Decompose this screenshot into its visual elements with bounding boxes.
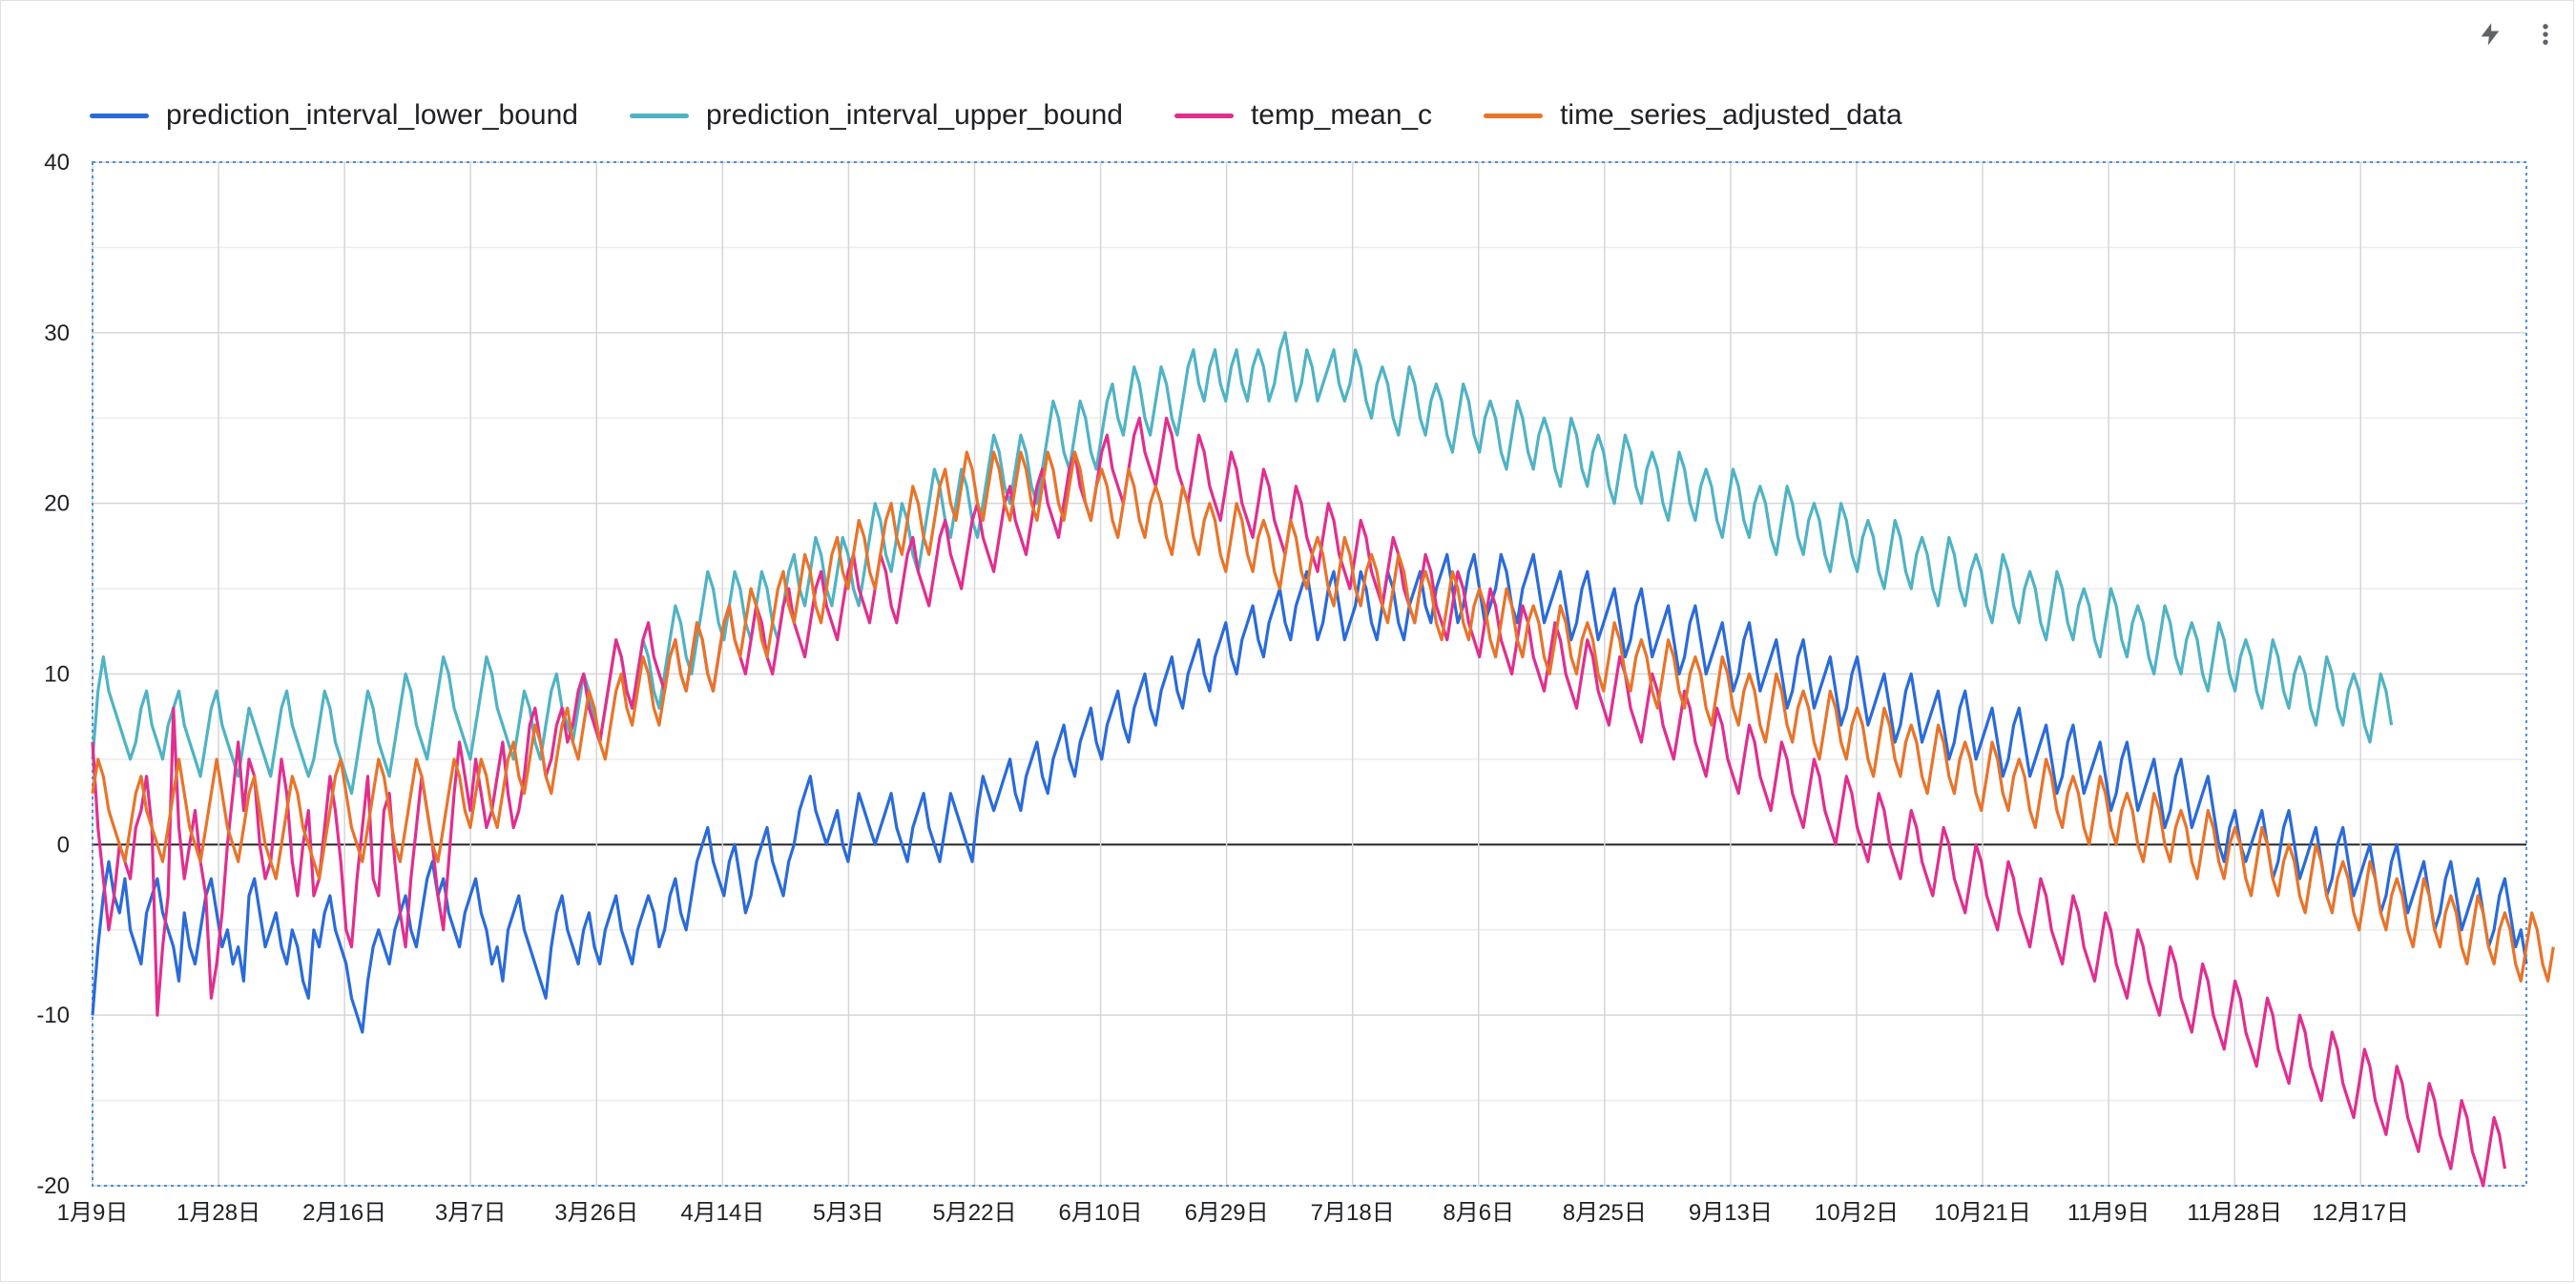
chart-legend: prediction_interval_lower_bound predictio… [90,99,1902,132]
legend-label: prediction_interval_lower_bound [166,99,578,131]
x-tick-label: 2月16日 [302,1200,386,1226]
legend-label: temp_mean_c [1250,99,1433,131]
y-tick-label: 10 [44,662,70,688]
x-tick-label: 1月28日 [177,1200,260,1226]
x-tick-label: 3月26日 [554,1200,638,1226]
series-line-temp-mean-c [91,416,2506,1188]
legend-swatch [90,113,149,118]
y-tick-label: -20 [36,1173,70,1199]
legend-item[interactable]: prediction_interval_upper_bound [629,99,1123,132]
series-line-time-series-adjusted-data [91,450,2555,984]
x-tick-label: 3月7日 [435,1200,507,1226]
y-tick-label: 30 [44,321,70,346]
x-tick-label: 10月2日 [1815,1200,1899,1226]
x-tick-label: 1月9日 [57,1200,129,1226]
x-tick-label: 6月29日 [1185,1200,1269,1226]
series-line-prediction-interval-lower-bound [91,552,2528,1034]
x-tick-label: 7月18日 [1311,1200,1395,1226]
legend-label: time_series_adjusted_data [1560,99,1902,131]
legend-swatch [1174,113,1234,118]
x-tick-label: 5月22日 [932,1200,1016,1226]
y-tick-label: 0 [57,832,70,858]
x-tick-label: 11月9日 [2067,1200,2150,1226]
chart-toolbar [2469,13,2566,55]
y-tick-label: -10 [36,1003,70,1028]
x-tick-label: 8月25日 [1563,1200,1647,1226]
y-tick-label: 40 [44,150,70,176]
x-tick-label: 6月10日 [1059,1200,1143,1226]
series-line-prediction-interval-upper-bound [91,331,2394,796]
lightning-bolt-icon[interactable] [2469,13,2511,55]
x-tick-label: 4月14日 [680,1200,764,1226]
x-tick-label: 5月3日 [813,1200,884,1226]
x-tick-label: 11月28日 [2187,1200,2282,1226]
more-vert-icon[interactable] [2524,13,2566,55]
plot-area-border [92,161,2527,1187]
x-tick-label: 10月21日 [1934,1200,2030,1226]
legend-label: prediction_interval_upper_bound [705,99,1123,131]
legend-item[interactable]: prediction_interval_lower_bound [90,99,578,132]
x-tick-label: 8月6日 [1443,1200,1514,1226]
y-tick-label: 20 [44,491,70,517]
x-tick-label: 9月13日 [1689,1200,1773,1226]
legend-swatch [629,113,689,118]
legend-swatch [1484,113,1544,118]
x-tick-label: 12月17日 [2313,1200,2409,1226]
legend-item[interactable]: temp_mean_c [1174,99,1432,132]
legend-item[interactable]: time_series_adjusted_data [1484,99,1902,132]
